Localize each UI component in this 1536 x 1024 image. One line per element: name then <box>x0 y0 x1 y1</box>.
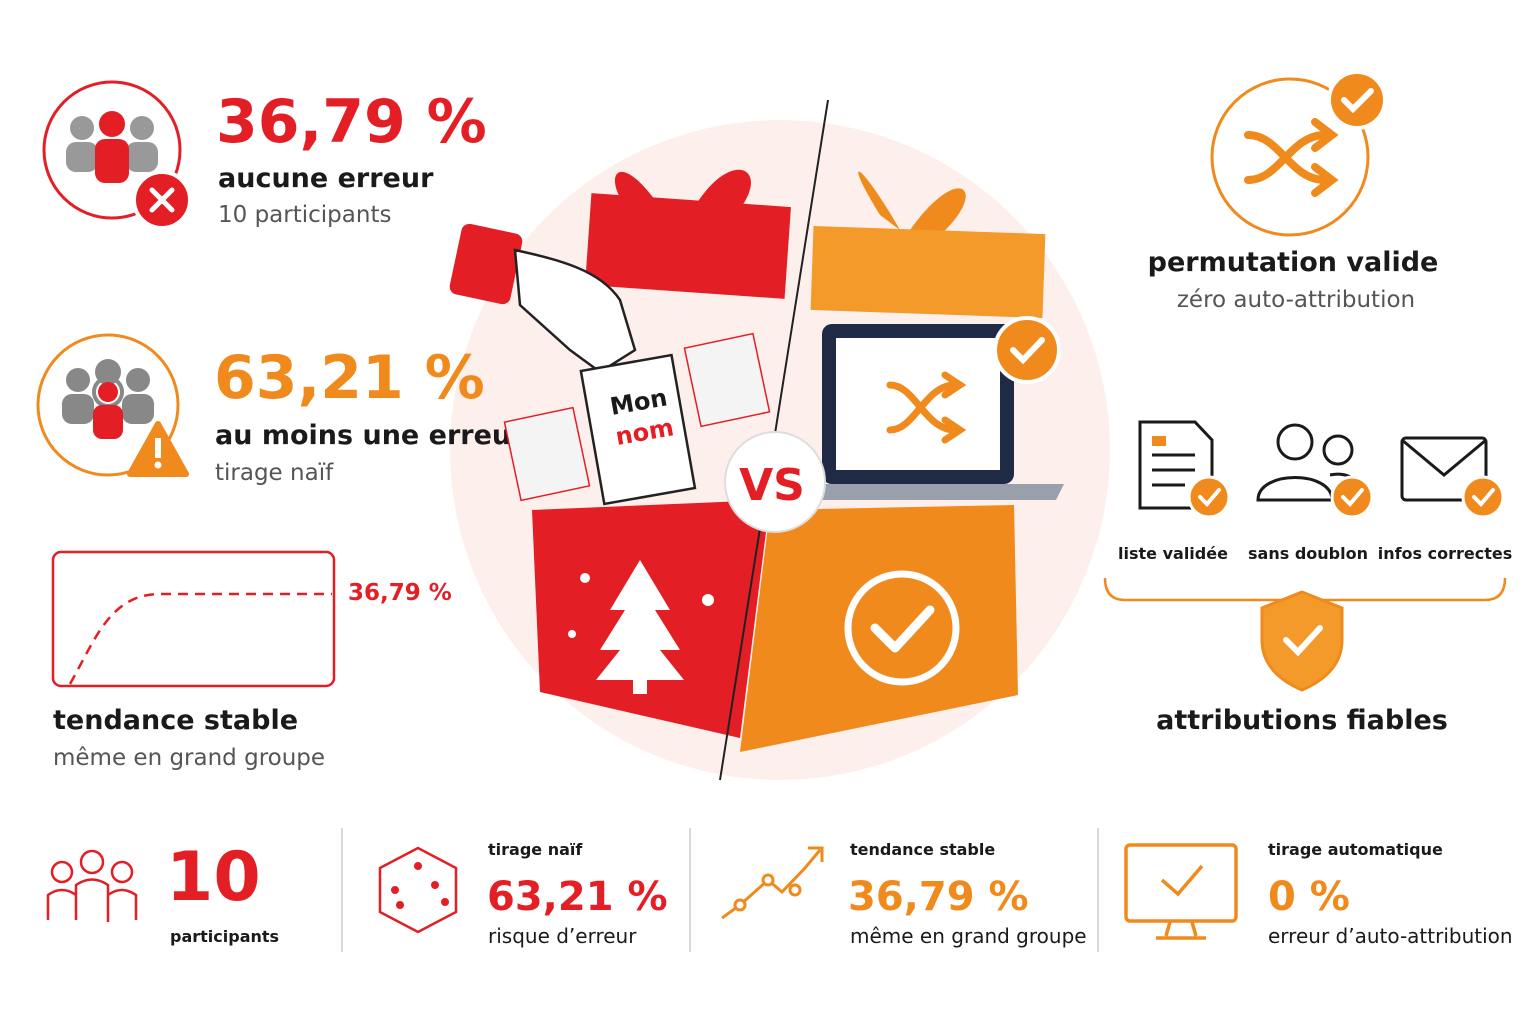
footer-title: tirage automatique <box>1268 840 1443 859</box>
footer-title: tendance stable <box>850 840 995 859</box>
stat-no-error-icon <box>42 80 192 230</box>
right-sub: zéro auto-attribution <box>1177 287 1415 313</box>
check-label: sans doublon <box>1248 544 1368 563</box>
stat-value: 36,79 % <box>216 87 487 157</box>
orange-gift <box>740 171 1046 752</box>
shield <box>1103 577 1507 692</box>
footer-value: 36,79 % <box>848 874 1029 920</box>
people-icon <box>46 849 138 922</box>
trend-value: 36,79 % <box>348 580 452 606</box>
separators <box>341 828 1099 952</box>
stat-error-icon <box>36 333 189 477</box>
monitor-icon <box>1124 843 1238 940</box>
footer-label: participants <box>170 927 279 946</box>
shuffle-icon <box>1210 70 1387 237</box>
right-title: permutation valide <box>1148 247 1439 278</box>
trend-chart <box>51 550 336 688</box>
stat-label: au moins une erreur <box>215 420 525 451</box>
trend-icon <box>721 846 824 920</box>
check-label: liste validée <box>1118 544 1228 563</box>
footer-value: 63,21 % <box>487 874 668 920</box>
stat-value: 63,21 % <box>214 343 485 413</box>
name-note <box>503 332 771 506</box>
stat-label: aucune erreur <box>218 163 434 194</box>
laptop <box>800 316 1064 500</box>
trend-label: tendance stable <box>53 705 298 736</box>
stat-sub: tirage naïf <box>215 460 334 486</box>
footer-label: erreur d’auto-attribution <box>1268 924 1513 948</box>
vs-badge <box>724 431 826 533</box>
stat-sub: 10 participants <box>218 202 391 228</box>
red-gift <box>532 169 791 738</box>
footer-value: 10 <box>166 838 261 917</box>
footer-label: risque d’erreur <box>488 924 637 948</box>
footer-label: même en grand groupe <box>850 924 1087 948</box>
trend-sub: même en grand groupe <box>53 745 325 771</box>
footer-title: tirage naïf <box>488 840 583 859</box>
dice-icon <box>378 846 458 934</box>
hand <box>449 223 637 374</box>
footer-value: 0 % <box>1268 874 1350 920</box>
vs-text: VS <box>739 460 805 511</box>
check-label: infos correctes <box>1378 544 1513 563</box>
result-label: attributions fiables <box>1156 705 1448 736</box>
check-badges <box>1187 475 1505 519</box>
